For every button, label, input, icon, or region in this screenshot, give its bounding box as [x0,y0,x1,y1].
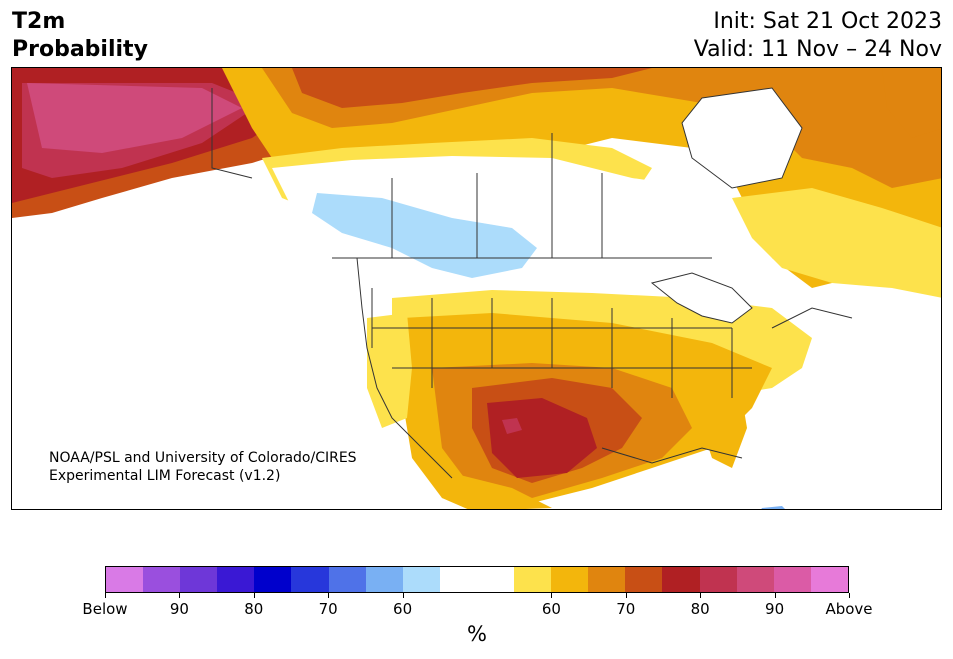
colorbar-tick-label: 60 [541,600,561,618]
map-title: T2m Probability [12,8,148,64]
colorbar-segment [402,567,440,592]
caribbean-patch [761,506,785,509]
colorbar-segment [180,567,218,592]
colorbar-tick-mark [105,593,106,598]
colorbar-tick-mark [253,593,255,598]
colorbar-segment [514,567,552,592]
colorbar-segment [254,567,292,592]
colorbar-segment [476,567,515,592]
texas-high-prob [487,398,597,478]
colorbar-segment [662,567,700,592]
colorbar-segment [588,567,626,592]
colorbar-tick-label: 80 [690,600,710,618]
valid-dates: Valid: 11 Nov – 24 Nov [693,37,942,62]
colorbar-tick-mark [774,593,776,598]
colorbar-tick-label: Below [82,600,128,618]
mexico-region [432,468,552,509]
credit-text: NOAA/PSL and University of Colorado/CIRE… [49,449,357,485]
labrador-region [732,188,941,298]
colorbar-segment [328,567,366,592]
title-line-1: T2m [12,9,66,34]
colorbar-segment [291,567,329,592]
texas-max-prob [502,418,522,434]
title-line-2: Probability [12,37,148,62]
colorbar-tick-mark [402,593,404,598]
hudson-bay [681,87,803,189]
colorbar-tick-label: Above [825,600,873,618]
colorbar-tick-label: 90 [765,600,785,618]
colorbar-tick-label: 80 [244,600,264,618]
probability-colorbar [105,566,849,593]
colorbar-tick-mark [179,593,181,598]
colorbar-segment [625,567,663,592]
colorbar-tick-label: 60 [393,600,413,618]
colorbar-segment [551,567,589,592]
forecast-dates: Init: Sat 21 Oct 2023 Valid: 11 Nov – 24… [694,8,942,64]
colorbar-segment [736,567,774,592]
credit-line-1: NOAA/PSL and University of Colorado/CIRE… [49,450,357,466]
colorbar-segment [106,567,144,592]
prairies-cold-region [312,193,537,278]
colorbar-segment [773,567,811,592]
colorbar-unit: % [467,622,487,646]
colorbar-segment [365,567,403,592]
forecast-map [11,67,942,510]
greenland-fragment [882,68,941,138]
canada-white-center [272,156,742,278]
country-borders [211,88,853,479]
great-lakes [650,272,753,324]
canada-warm-band-3 [292,68,652,108]
colorbar-tick-mark [328,593,330,598]
colorbar-tick-mark [700,593,702,598]
west-coast-yellow [367,313,412,428]
colorbar-segment [699,567,737,592]
colorbar-tick-mark [625,593,627,598]
colorbar-tick-label: 70 [318,600,338,618]
colorbar-tick-mark [849,593,850,598]
init-date: Init: Sat 21 Oct 2023 [713,9,942,34]
map-graphic [12,68,941,509]
colorbar-segment [217,567,255,592]
colorbar-segment [439,567,477,592]
credit-line-2: Experimental LIM Forecast (v1.2) [49,468,281,484]
colorbar-tick-label: 90 [169,600,189,618]
colorbar-tick-mark [551,593,553,598]
colorbar-segment [810,567,848,592]
colorbar-tick-label: 70 [616,600,636,618]
colorbar-segment [143,567,181,592]
alaska-max-prob [27,83,242,153]
